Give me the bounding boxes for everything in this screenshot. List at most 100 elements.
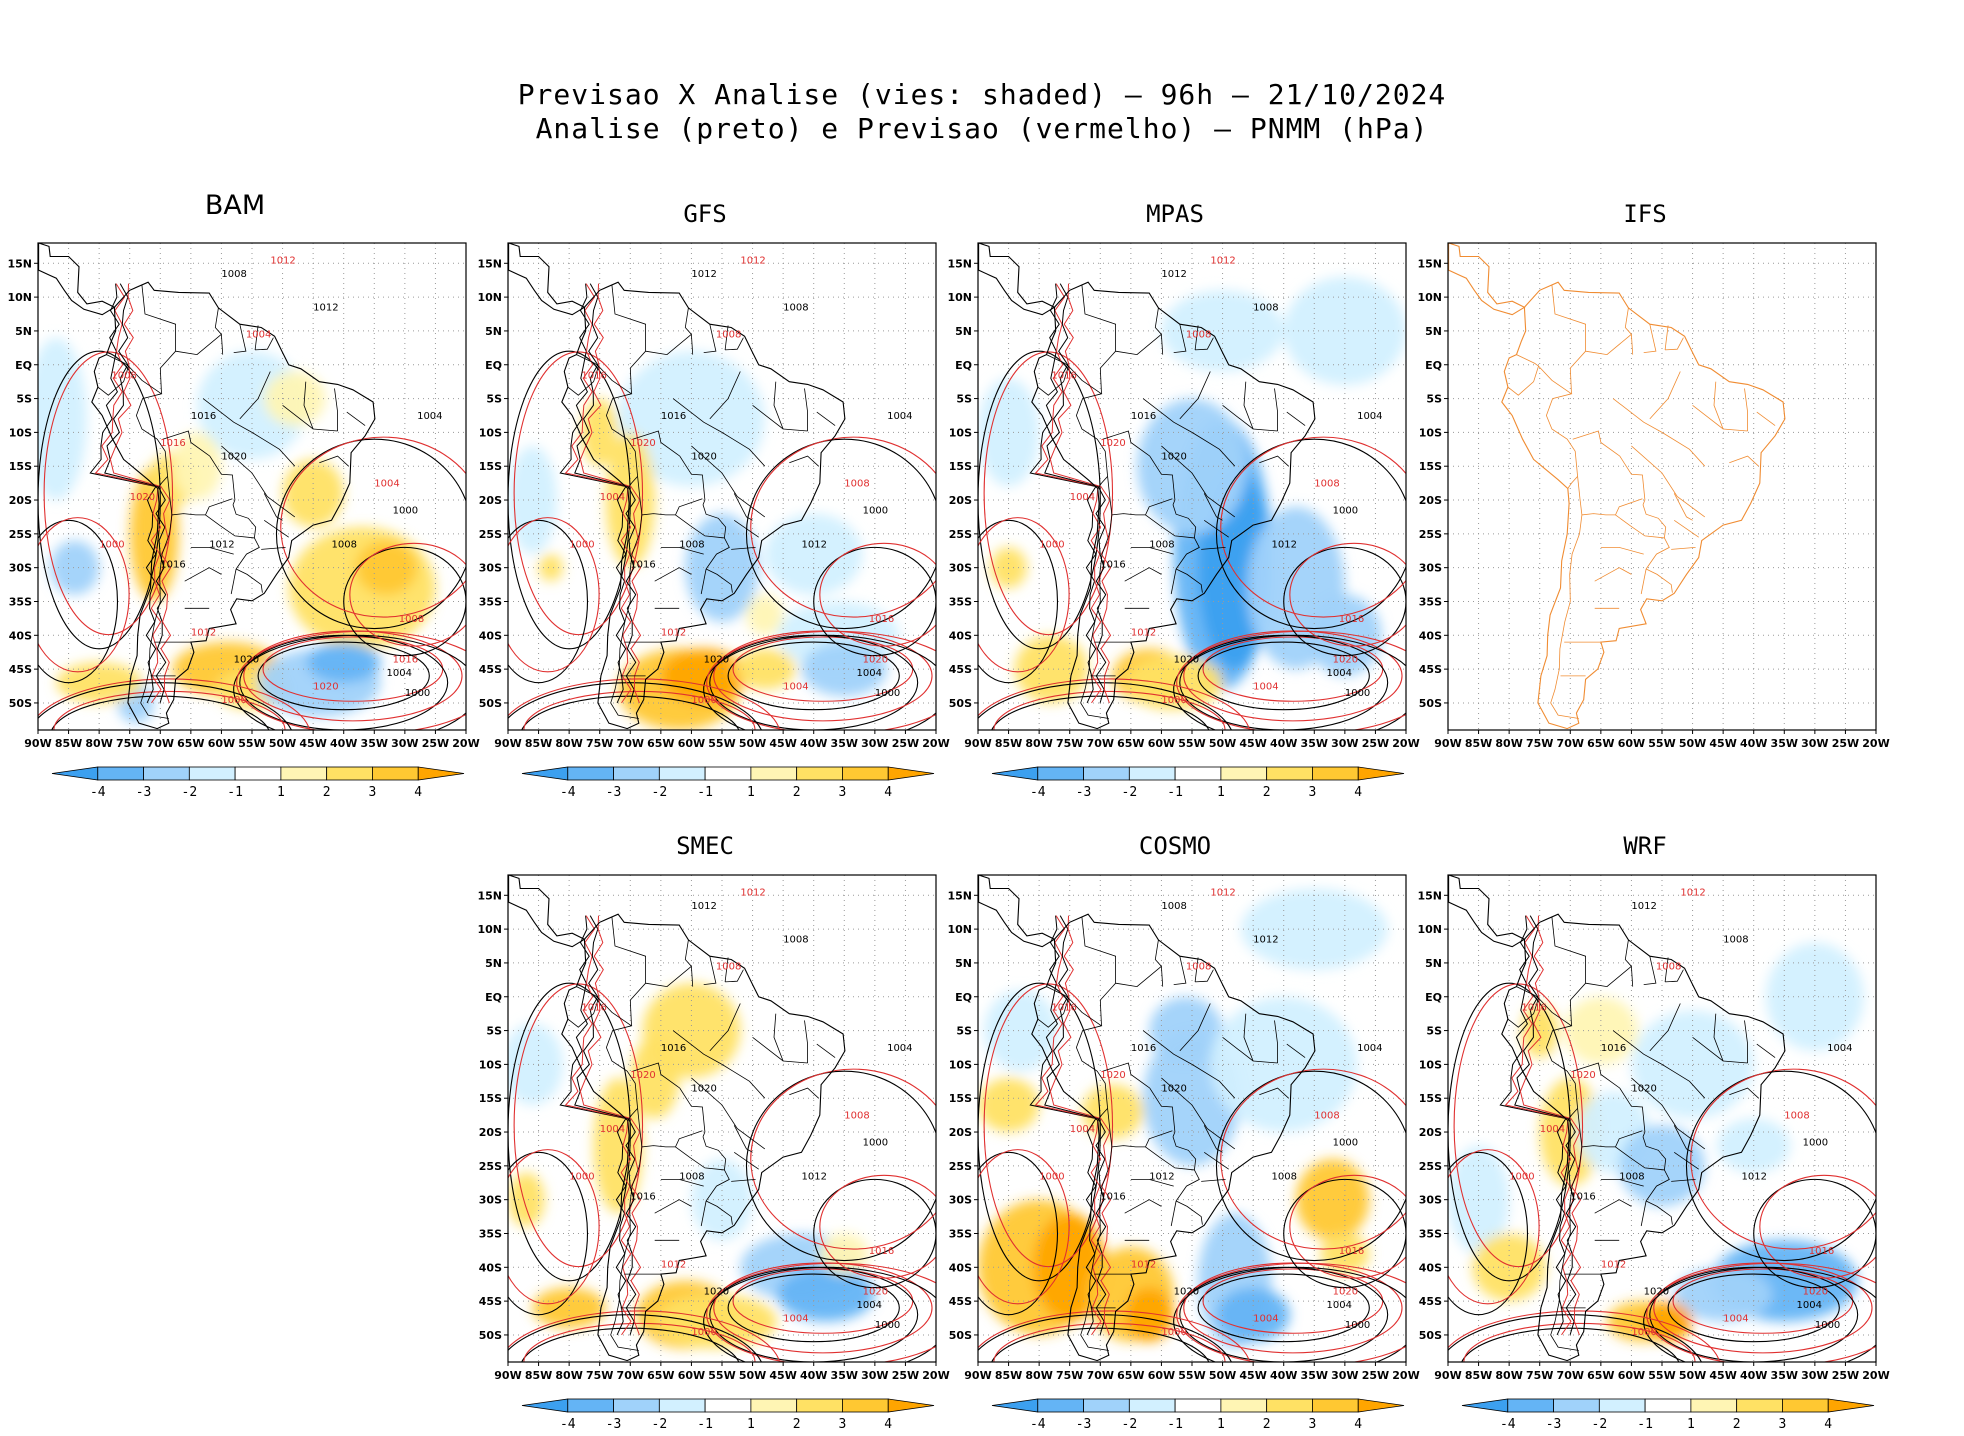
lat-tick-label: 30S bbox=[9, 562, 32, 575]
colorbar-swatch bbox=[991, 766, 1039, 781]
lon-tick-label: 75W bbox=[586, 737, 613, 750]
country-border bbox=[1194, 957, 1199, 982]
lon-tick-label: 80W bbox=[555, 737, 582, 750]
analysis-isobar bbox=[1499, 915, 1567, 1336]
lat-tick-label: 15N bbox=[477, 257, 502, 270]
country-border bbox=[703, 956, 717, 985]
analysis-isobar bbox=[1029, 915, 1097, 1336]
panel-title: BAM bbox=[204, 190, 266, 221]
lon-tick-label: 25W bbox=[1362, 737, 1389, 750]
lat-tick-label: EQ bbox=[1425, 359, 1442, 372]
lon-tick-label: 55W bbox=[1648, 1369, 1675, 1382]
forecast-isobar bbox=[579, 915, 642, 1336]
lat-tick-label: 5S bbox=[1426, 393, 1442, 406]
analysis-isobar bbox=[745, 438, 936, 630]
country-border bbox=[214, 307, 224, 355]
lat-tick-label: 45S bbox=[1419, 1295, 1442, 1308]
lon-tick-label: 50W bbox=[1679, 1369, 1706, 1382]
bias-region bbox=[1631, 1010, 1754, 1119]
country-border bbox=[1673, 519, 1699, 538]
colorbar-label: -3 bbox=[1076, 785, 1092, 800]
forecast-isobar bbox=[349, 542, 466, 647]
colorbar: -4 -3 -2 -1 1 2 3 4 bbox=[51, 766, 465, 800]
lat-tick-label: 10S bbox=[1419, 1058, 1442, 1071]
colorbar-label: -4 bbox=[90, 785, 106, 800]
lon-tick-label: 50W bbox=[1209, 737, 1236, 750]
lon-tick-label: 80W bbox=[85, 737, 112, 750]
lat-tick-label: 20S bbox=[479, 1126, 502, 1139]
colorbar-label: 2 bbox=[323, 785, 331, 800]
colorbar-label: 2 bbox=[1263, 1417, 1271, 1432]
lat-tick-label: 45S bbox=[479, 1295, 502, 1308]
country-border bbox=[1195, 337, 1214, 351]
forecast-contour-label: 1008 bbox=[399, 614, 424, 625]
forecast-contour-label: 1008 bbox=[1314, 479, 1339, 490]
lat-tick-label: 45S bbox=[949, 663, 972, 676]
lon-tick-label: 90W bbox=[964, 1369, 991, 1382]
lon-tick-label: 85W bbox=[995, 737, 1022, 750]
lat-tick-label: 45S bbox=[1419, 663, 1442, 676]
country-border bbox=[254, 325, 259, 350]
colorbar-label: -4 bbox=[560, 1417, 576, 1432]
forecast-isobar bbox=[513, 351, 644, 636]
analysis-contour-label: 1012 bbox=[801, 539, 826, 550]
colorbar: -4 -3 -2 -1 1 2 3 4 bbox=[991, 766, 1405, 800]
bias-region bbox=[764, 513, 863, 595]
analysis-contour-label: 1020 bbox=[1631, 1083, 1656, 1094]
analysis-contour-label: 1020 bbox=[691, 1083, 716, 1094]
lon-tick-label: 30W bbox=[861, 1369, 888, 1382]
country-border bbox=[1154, 939, 1164, 987]
lon-tick-label: 35W bbox=[1771, 737, 1798, 750]
country-border bbox=[319, 455, 349, 467]
analysis-contour-label: 1016 bbox=[191, 411, 216, 422]
country-border bbox=[1102, 1062, 1176, 1137]
country-border bbox=[1191, 1064, 1236, 1099]
lat-tick-label: EQ bbox=[485, 359, 502, 372]
analysis-isobar bbox=[1514, 915, 1577, 1336]
country-border bbox=[691, 445, 766, 518]
bias-region bbox=[508, 445, 557, 555]
lat-tick-label: 30S bbox=[1419, 562, 1442, 575]
country-border bbox=[804, 1020, 809, 1063]
lon-tick-label: 65W bbox=[647, 1369, 674, 1382]
lat-tick-label: 35S bbox=[949, 595, 972, 608]
forecast-isobar bbox=[1220, 436, 1406, 618]
analysis-isobar bbox=[89, 283, 157, 704]
analysis-isobar bbox=[574, 283, 637, 704]
coastline-south-america bbox=[1031, 913, 1316, 1362]
country-border bbox=[1161, 445, 1236, 518]
country-border bbox=[705, 537, 730, 570]
forecast-contour-label: 1012 bbox=[1131, 1259, 1156, 1270]
panel-smec: SMEC 1012 1012 1008 1008 1016 1016 1020 1020 1004… bbox=[470, 832, 949, 1432]
lat-tick-label: 15N bbox=[947, 257, 972, 270]
analysis-isobar bbox=[275, 438, 466, 630]
colorbar-label: 3 bbox=[1779, 1417, 1787, 1432]
forecast-isobar bbox=[564, 283, 632, 704]
country-border bbox=[731, 547, 756, 550]
lat-tick-label: 15S bbox=[1419, 460, 1442, 473]
lat-tick-label: 45S bbox=[949, 1295, 972, 1308]
colorbar-label: 3 bbox=[369, 785, 377, 800]
country-border bbox=[1175, 537, 1200, 570]
analysis-contour-label: 1004 bbox=[1357, 1043, 1382, 1054]
colorbar-label: -2 bbox=[1592, 1417, 1608, 1432]
lon-tick-label: 45W bbox=[769, 1369, 796, 1382]
analysis-isobar bbox=[1685, 1070, 1876, 1262]
colorbar-label: 4 bbox=[884, 1417, 892, 1432]
country-border bbox=[1744, 1020, 1749, 1063]
forecast-contour-label: 1012 bbox=[1601, 1259, 1626, 1270]
country-border bbox=[1713, 1013, 1724, 1062]
analysis-isobar bbox=[1029, 283, 1097, 704]
country-border bbox=[1673, 1125, 1693, 1153]
lon-tick-label: 40W bbox=[1740, 737, 1767, 750]
lon-tick-label: 30W bbox=[391, 737, 418, 750]
lon-tick-label: 70W bbox=[1557, 737, 1584, 750]
forecast-contour-label: 1020 bbox=[863, 1286, 888, 1297]
analysis-contour-label: 1012 bbox=[691, 901, 716, 912]
lon-tick-label: 25W bbox=[1832, 737, 1859, 750]
country-border bbox=[816, 1043, 836, 1058]
country-border bbox=[1175, 1169, 1200, 1202]
colorbar-label: -3 bbox=[1076, 1417, 1092, 1432]
colorbar-label: 2 bbox=[1733, 1417, 1741, 1432]
colorbar-swatch bbox=[97, 766, 144, 781]
